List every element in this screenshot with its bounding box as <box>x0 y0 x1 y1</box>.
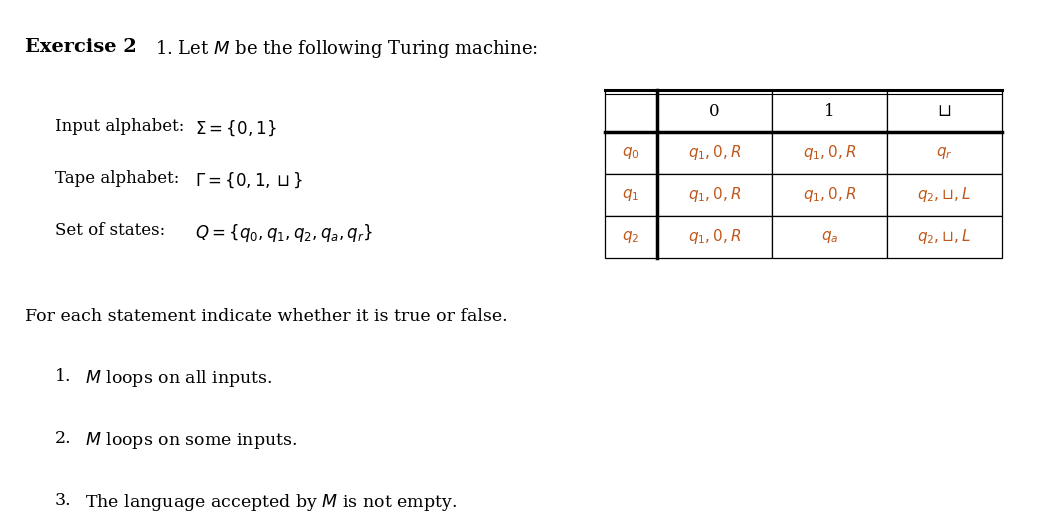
Text: $Q = \{q_0, q_1, q_2, q_a, q_r\}$: $Q = \{q_0, q_1, q_2, q_a, q_r\}$ <box>195 222 373 244</box>
Text: $\Gamma = \{0, 1, \sqcup\}$: $\Gamma = \{0, 1, \sqcup\}$ <box>195 170 303 189</box>
Bar <box>772 132 887 174</box>
Text: $q_1, 0, R$: $q_1, 0, R$ <box>688 228 741 246</box>
Text: $q_0$: $q_0$ <box>622 145 640 161</box>
Text: $q_2, ⊔, L$: $q_2, ⊔, L$ <box>918 228 972 246</box>
Bar <box>657 90 772 132</box>
Text: Tape alphabet:: Tape alphabet: <box>55 170 180 187</box>
Text: $q_r$: $q_r$ <box>936 145 953 161</box>
Text: 1. Let $M$ be the following Turing machine:: 1. Let $M$ be the following Turing machi… <box>155 38 538 60</box>
Text: $q_2, ⊔, L$: $q_2, ⊔, L$ <box>918 186 972 204</box>
Text: For each statement indicate whether it is true or false.: For each statement indicate whether it i… <box>25 308 508 325</box>
Text: $M$ loops on some inputs.: $M$ loops on some inputs. <box>85 430 297 451</box>
Text: Input alphabet:: Input alphabet: <box>55 118 184 135</box>
Text: 0: 0 <box>710 103 720 119</box>
Text: ⊔: ⊔ <box>937 103 951 119</box>
Text: $q_a$: $q_a$ <box>820 229 838 245</box>
Text: The language accepted by $M$ is not empty.: The language accepted by $M$ is not empt… <box>85 492 457 513</box>
Bar <box>887 174 1002 216</box>
Bar <box>887 216 1002 258</box>
Bar <box>657 216 772 258</box>
Bar <box>605 132 657 174</box>
Bar <box>887 132 1002 174</box>
Text: 3.: 3. <box>55 492 72 509</box>
Bar <box>657 132 772 174</box>
Text: $q_1$: $q_1$ <box>623 187 640 203</box>
Text: Set of states:: Set of states: <box>55 222 165 239</box>
Text: 1: 1 <box>825 103 835 119</box>
Text: $q_1, 0, R$: $q_1, 0, R$ <box>688 186 741 204</box>
Text: Exercise 2: Exercise 2 <box>25 38 137 56</box>
Bar <box>772 90 887 132</box>
Text: $q_1, 0, R$: $q_1, 0, R$ <box>803 143 856 163</box>
Bar <box>605 174 657 216</box>
Text: 2.: 2. <box>55 430 72 447</box>
Text: $q_1, 0, R$: $q_1, 0, R$ <box>688 143 741 163</box>
Bar <box>887 90 1002 132</box>
Text: $q_1, 0, R$: $q_1, 0, R$ <box>803 186 856 204</box>
Bar <box>605 216 657 258</box>
Bar <box>657 174 772 216</box>
Text: $q_2$: $q_2$ <box>623 229 640 245</box>
Text: 1.: 1. <box>55 368 71 385</box>
Bar <box>772 174 887 216</box>
Bar <box>605 90 657 132</box>
Text: $M$ loops on all inputs.: $M$ loops on all inputs. <box>85 368 273 389</box>
Text: $\Sigma = \{0, 1\}$: $\Sigma = \{0, 1\}$ <box>195 118 277 138</box>
Bar <box>772 216 887 258</box>
